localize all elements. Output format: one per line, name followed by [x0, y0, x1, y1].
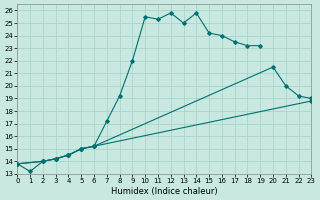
X-axis label: Humidex (Indice chaleur): Humidex (Indice chaleur)	[111, 187, 218, 196]
